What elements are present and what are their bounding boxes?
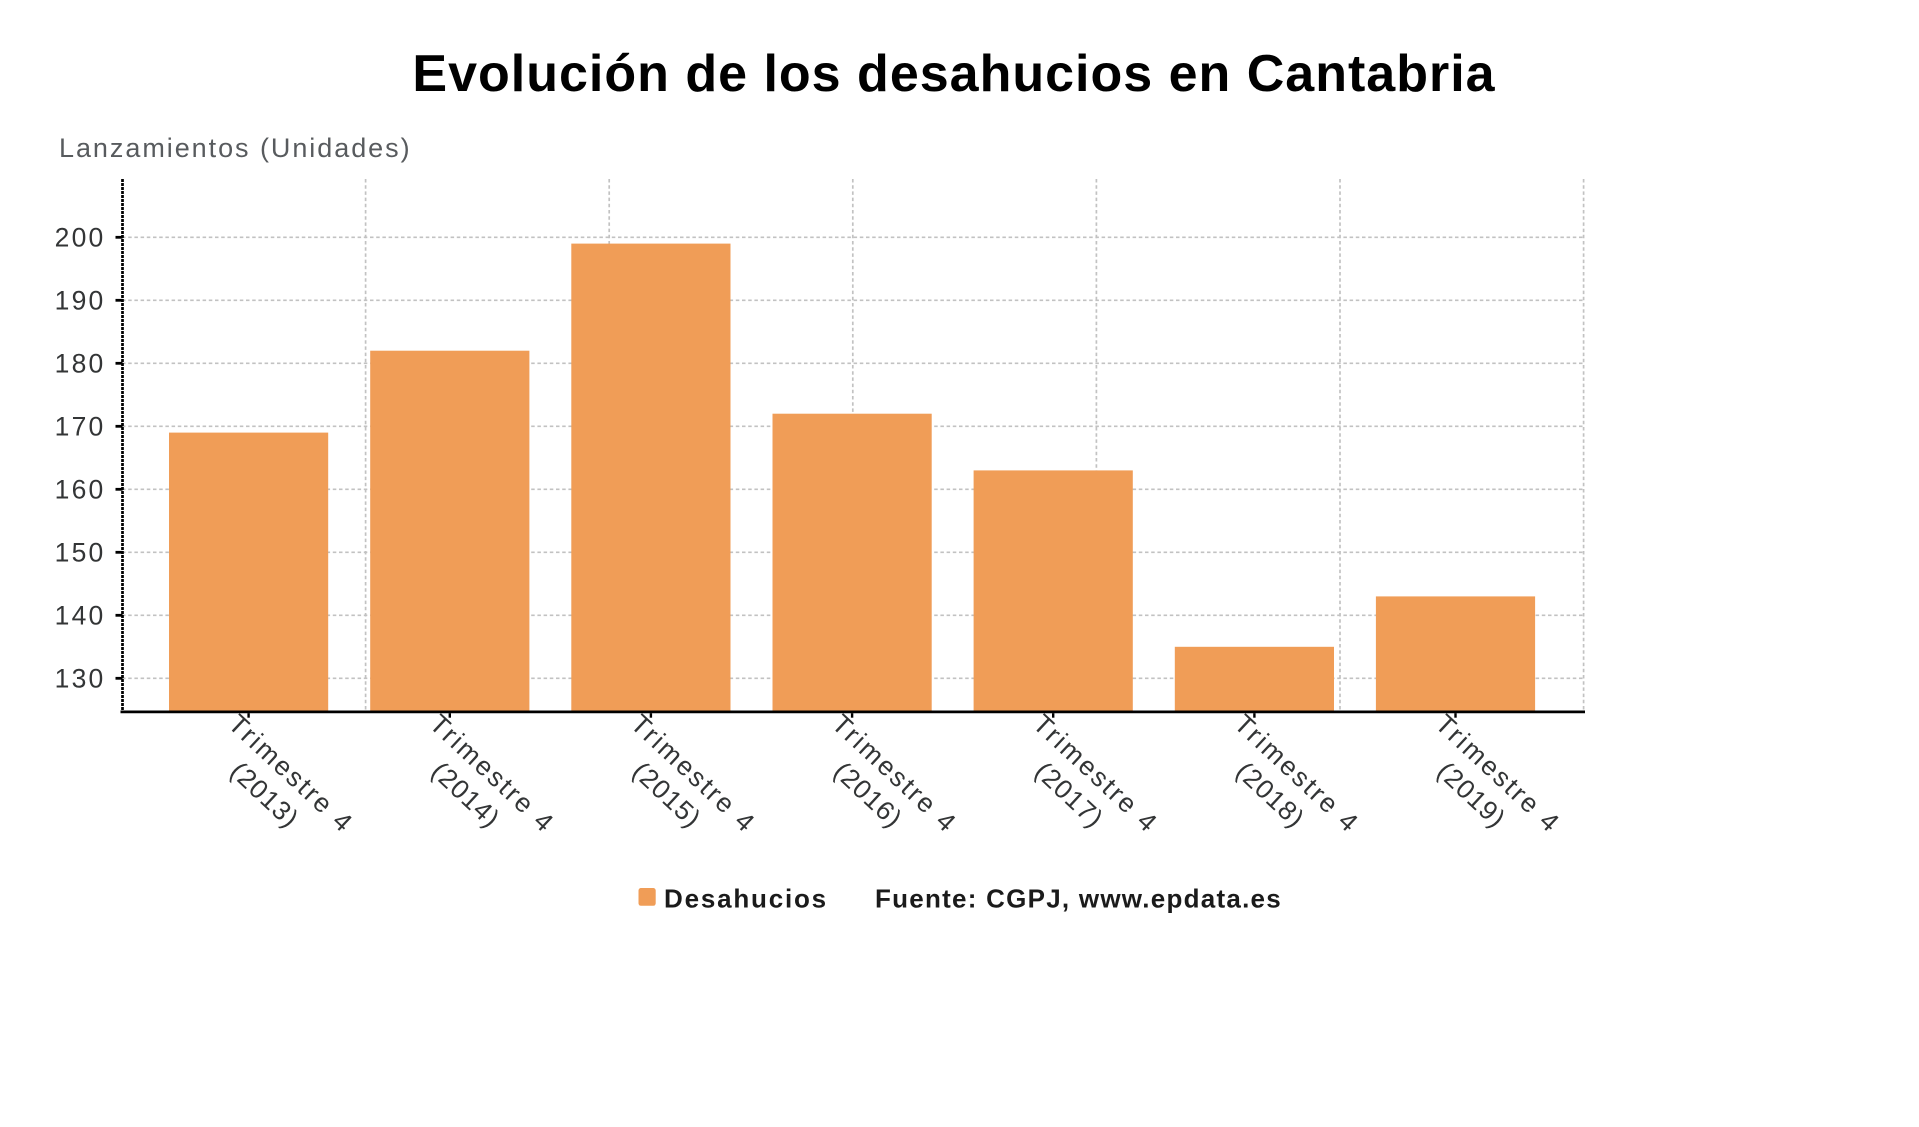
svg-text:160: 160 [55, 475, 106, 505]
svg-text:Evolución de los desahucios en: Evolución de los desahucios en Cantabria [412, 45, 1495, 103]
svg-text:Lanzamientos (Unidades): Lanzamientos (Unidades) [59, 133, 412, 163]
svg-text:150: 150 [55, 538, 106, 568]
svg-text:Desahucios: Desahucios [664, 884, 828, 914]
svg-text:130: 130 [55, 664, 106, 694]
svg-text:Fuente: CGPJ, www.epdata.es: Fuente: CGPJ, www.epdata.es [875, 884, 1282, 914]
svg-text:200: 200 [55, 223, 106, 253]
svg-text:170: 170 [55, 412, 106, 442]
svg-text:190: 190 [55, 286, 106, 316]
svg-text:140: 140 [55, 601, 106, 631]
svg-text:180: 180 [55, 349, 106, 379]
